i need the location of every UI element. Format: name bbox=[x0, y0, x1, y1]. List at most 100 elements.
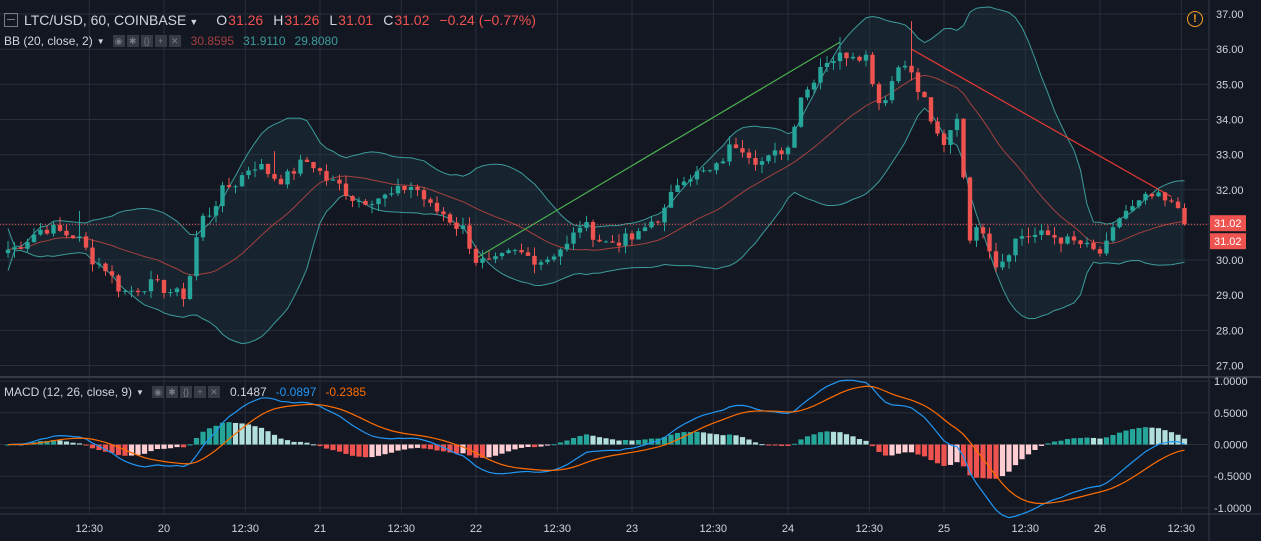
gear-icon[interactable]: ✱ bbox=[165, 386, 178, 398]
plus-icon[interactable]: + bbox=[154, 35, 167, 47]
gear-icon[interactable]: ✱ bbox=[126, 35, 139, 47]
warning-circle-icon[interactable]: ! bbox=[1187, 11, 1203, 27]
chevron-down-icon[interactable]: ▼ bbox=[96, 36, 105, 46]
candle bbox=[480, 250, 485, 269]
candle bbox=[207, 207, 212, 218]
macd-histogram-bar bbox=[642, 439, 648, 445]
candle bbox=[948, 130, 953, 154]
candle bbox=[896, 65, 901, 84]
candle bbox=[1006, 253, 1012, 269]
time-axis-tick: 12:30 bbox=[75, 523, 103, 535]
macd-histogram-bar bbox=[973, 444, 980, 478]
candle bbox=[25, 238, 30, 252]
chevron-down-icon[interactable]: ▼ bbox=[136, 387, 144, 397]
candle bbox=[766, 154, 771, 164]
time-axis-tick: 23 bbox=[626, 523, 638, 535]
macd-histogram-bar bbox=[746, 439, 752, 445]
macd-histogram-bar bbox=[271, 434, 278, 445]
eye-icon[interactable]: ◉ bbox=[151, 386, 164, 398]
candle bbox=[330, 175, 336, 181]
macd-histogram-bar bbox=[830, 431, 837, 445]
price-axis-tick: 37.00 bbox=[1216, 9, 1244, 21]
macd-histogram-bar bbox=[564, 440, 570, 445]
macd-histogram-bar bbox=[102, 444, 109, 452]
candle bbox=[135, 287, 141, 297]
macd-histogram-bar bbox=[1038, 444, 1045, 446]
macd-legend: MACD (12, 26, close, 9) ▼ ◉ ✱ {} + ✕ 0.1… bbox=[0, 384, 375, 400]
candle bbox=[142, 291, 147, 295]
macd-histogram-bar bbox=[1116, 432, 1123, 445]
macd-histogram-bar bbox=[148, 444, 154, 452]
candle bbox=[298, 155, 303, 177]
candle bbox=[837, 36, 843, 70]
candle bbox=[1091, 239, 1096, 251]
macd-histogram-bar bbox=[369, 444, 375, 458]
macd-histogram-bar bbox=[934, 444, 941, 464]
trendline-2[interactable] bbox=[911, 48, 1172, 198]
candle bbox=[571, 227, 576, 251]
last-price-badge bbox=[1210, 215, 1246, 232]
candle bbox=[109, 265, 115, 284]
macd-histogram-bar bbox=[1129, 429, 1136, 445]
macd-histogram-bar bbox=[759, 444, 765, 446]
trendline-1[interactable] bbox=[475, 41, 841, 259]
macd-histogram-bar bbox=[187, 444, 193, 446]
macd-histogram-bar bbox=[388, 444, 395, 453]
macd-histogram-bar bbox=[882, 444, 889, 456]
candle bbox=[649, 216, 654, 229]
candle bbox=[1104, 232, 1109, 256]
candle bbox=[753, 150, 758, 171]
candle bbox=[369, 200, 375, 214]
candle bbox=[980, 223, 986, 239]
candle bbox=[324, 164, 329, 186]
price-axis-tick: 30.00 bbox=[1216, 255, 1244, 267]
candle bbox=[636, 228, 641, 240]
macd-histogram-bar bbox=[375, 444, 382, 456]
candle bbox=[77, 210, 82, 242]
macd-histogram-bar bbox=[791, 443, 798, 445]
candle bbox=[987, 227, 992, 259]
candle bbox=[473, 245, 479, 266]
last-price-badge-label: 31.02 bbox=[1214, 218, 1242, 230]
candle bbox=[70, 234, 76, 239]
brackets-icon[interactable]: {} bbox=[179, 386, 192, 398]
symbol-title[interactable]: LTC/USD, 60, COINBASE ▼ bbox=[24, 12, 199, 28]
candle bbox=[103, 262, 108, 276]
candle bbox=[493, 252, 498, 264]
macd-histogram-bar bbox=[362, 444, 369, 458]
macd-histogram-bar bbox=[206, 428, 213, 445]
macd-histogram-bar bbox=[239, 423, 245, 445]
bb-label[interactable]: BB (20, close, 2) bbox=[4, 34, 93, 48]
macd-histogram-bar bbox=[226, 422, 232, 445]
candle bbox=[967, 176, 973, 244]
close-icon[interactable]: ✕ bbox=[168, 35, 181, 47]
candle bbox=[701, 166, 706, 173]
candle bbox=[499, 252, 505, 260]
candle bbox=[83, 232, 89, 251]
macd-histogram-bar bbox=[739, 437, 746, 445]
candle bbox=[64, 224, 69, 239]
candle bbox=[1136, 200, 1142, 209]
candle bbox=[460, 217, 466, 234]
candle bbox=[993, 242, 999, 273]
chevron-down-icon[interactable]: ▼ bbox=[189, 17, 199, 27]
macd-histogram-bar bbox=[895, 444, 902, 454]
candle bbox=[285, 169, 290, 189]
candle bbox=[415, 184, 420, 197]
candle bbox=[545, 256, 550, 265]
macd-label[interactable]: MACD (12, 26, close, 9) bbox=[4, 385, 133, 399]
macd-histogram-bar bbox=[908, 444, 915, 453]
candle bbox=[688, 174, 693, 187]
candle bbox=[922, 91, 927, 98]
brackets-icon[interactable]: {} bbox=[140, 35, 153, 47]
close-icon[interactable]: ✕ bbox=[207, 386, 220, 398]
collapse-icon[interactable] bbox=[4, 13, 18, 27]
plus-icon[interactable]: + bbox=[193, 386, 206, 398]
macd-histogram-bar bbox=[89, 444, 96, 449]
bollinger-basis-line bbox=[7, 74, 1185, 276]
macd-histogram-bar bbox=[336, 444, 343, 452]
macd-histogram-bar bbox=[343, 444, 349, 454]
eye-icon[interactable]: ◉ bbox=[112, 35, 125, 47]
candle bbox=[467, 217, 472, 254]
